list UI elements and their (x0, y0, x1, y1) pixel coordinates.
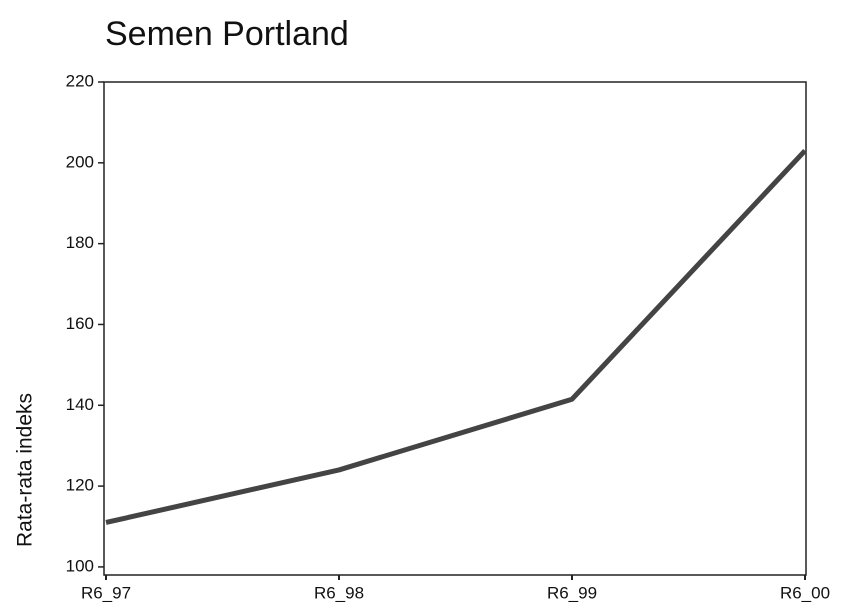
y-tick-label: 180 (66, 233, 94, 252)
x-tick-label: R6_00 (780, 583, 830, 602)
y-tick-label: 100 (66, 556, 94, 575)
plot-frame (103, 81, 807, 576)
x-tick-label: R6_97 (81, 583, 131, 602)
data-line (105, 148, 807, 525)
y-tick-label: 160 (66, 314, 94, 333)
chart-title: Semen Portland (105, 15, 349, 53)
y-tick-label: 200 (66, 152, 94, 171)
y-tick-label: 140 (66, 395, 94, 414)
y-axis-label: Rata-rata indeks (14, 393, 37, 547)
y-tick-label: 120 (66, 476, 94, 495)
x-tick-label: R6_99 (547, 583, 597, 602)
x-tick-label: R6_98 (314, 583, 364, 602)
y-tick-label: 220 (66, 71, 94, 90)
